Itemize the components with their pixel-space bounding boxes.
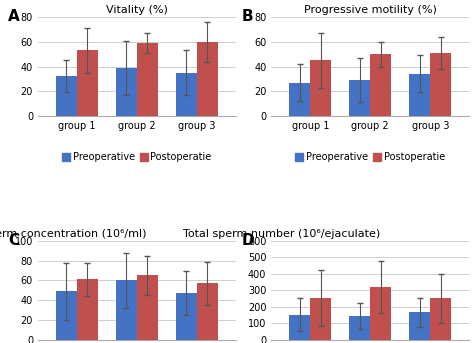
Text: Sperm concentration (10⁶/ml): Sperm concentration (10⁶/ml)	[0, 229, 147, 239]
Bar	[176, 293, 197, 340]
Bar	[289, 83, 310, 116]
Title: Vitality (%): Vitality (%)	[106, 5, 168, 15]
Bar	[310, 60, 331, 116]
Bar	[310, 298, 331, 340]
Text: C: C	[8, 233, 19, 248]
Bar	[409, 74, 430, 116]
Bar	[56, 76, 77, 116]
Bar	[289, 315, 310, 340]
Title: Progressive motility (%): Progressive motility (%)	[304, 5, 437, 15]
Bar	[430, 53, 451, 116]
Bar	[137, 43, 158, 116]
Text: B: B	[242, 9, 253, 24]
Bar	[409, 312, 430, 340]
Text: Total sperm number (10⁶/ejaculate): Total sperm number (10⁶/ejaculate)	[183, 229, 380, 239]
Bar	[176, 73, 197, 116]
Bar	[349, 80, 370, 116]
Bar	[56, 291, 77, 340]
Legend: Preoperative, Postoperatie: Preoperative, Postoperatie	[58, 149, 216, 166]
Bar	[197, 42, 218, 116]
Bar	[197, 283, 218, 340]
Bar	[77, 50, 98, 116]
Bar	[77, 279, 98, 340]
Bar	[116, 280, 137, 340]
Text: A: A	[8, 9, 20, 24]
Bar	[137, 275, 158, 340]
Bar	[370, 287, 391, 340]
Text: D: D	[242, 233, 254, 248]
Bar	[116, 68, 137, 116]
Bar	[370, 54, 391, 116]
Bar	[430, 298, 451, 340]
Legend: Preoperative, Postoperatie: Preoperative, Postoperatie	[292, 149, 449, 166]
Bar	[349, 316, 370, 340]
